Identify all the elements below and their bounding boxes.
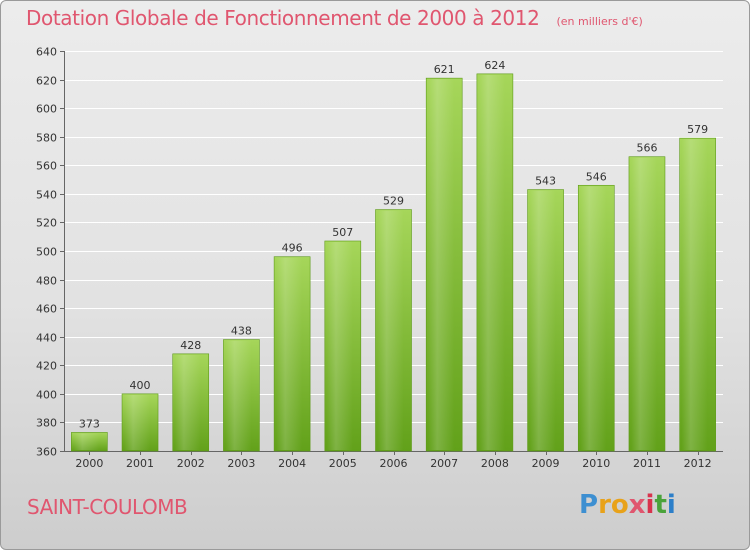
data-label-2006: 529 xyxy=(383,195,404,208)
bar-highlight xyxy=(529,190,556,451)
data-label-2007: 621 xyxy=(434,63,455,76)
bar-highlight xyxy=(681,139,708,450)
bar-highlight xyxy=(124,394,151,450)
data-label-2002: 428 xyxy=(180,339,201,352)
data-label-2010: 546 xyxy=(586,170,607,183)
logo-letter: t xyxy=(654,490,667,520)
chart-subtitle: (en milliers d'€) xyxy=(556,15,643,28)
y-tick-label: 580 xyxy=(36,132,57,145)
x-tick-label-2011: 2011 xyxy=(633,457,661,470)
x-tick-label-2005: 2005 xyxy=(329,457,357,470)
x-tick-label-2007: 2007 xyxy=(430,457,458,470)
bar-highlight xyxy=(630,157,657,450)
data-label-2009: 543 xyxy=(535,175,556,188)
axes xyxy=(60,51,723,455)
y-tick-label: 600 xyxy=(36,103,57,116)
bar-highlight xyxy=(73,433,100,450)
y-tick-label: 380 xyxy=(36,417,57,430)
y-tick-label: 560 xyxy=(36,160,57,173)
bar-highlight xyxy=(225,340,252,450)
logo-letter: i xyxy=(645,490,655,520)
y-axis-ticks: 360 380 400 420 440 460 480 500 520 540 560 580 600 6… xyxy=(36,46,57,459)
bar-highlight xyxy=(174,354,201,450)
data-label-2008: 624 xyxy=(484,59,505,72)
title-row: Dotation Globale de Fonctionnement de 20… xyxy=(26,6,643,30)
x-tick-label-2000: 2000 xyxy=(75,457,103,470)
logo-letter: P xyxy=(579,490,599,520)
x-tick-label-2003: 2003 xyxy=(227,457,255,470)
bar-highlight xyxy=(428,79,455,451)
data-label-2005: 507 xyxy=(332,226,353,239)
bar-highlight xyxy=(478,74,505,450)
bar-highlight xyxy=(377,210,404,450)
y-tick-label: 520 xyxy=(36,217,57,230)
x-tick-label-2012: 2012 xyxy=(684,457,712,470)
proxiti-logo: Proxiti xyxy=(579,490,676,520)
data-label-2000: 373 xyxy=(79,417,100,430)
data-label-2012: 579 xyxy=(687,123,708,136)
data-labels: 373 400 428 438 496 507 529 621 624 543 546 566 579 xyxy=(79,59,708,431)
chart-title: Dotation Globale de Fonctionnement de 20… xyxy=(26,6,540,30)
data-label-2003: 438 xyxy=(231,325,252,338)
x-tick-label-2002: 2002 xyxy=(177,457,205,470)
x-tick-label-2008: 2008 xyxy=(481,457,509,470)
x-tick-label-2010: 2010 xyxy=(582,457,610,470)
logo-letter: r xyxy=(598,490,611,520)
bar-highlight xyxy=(326,242,353,450)
y-tick-label: 640 xyxy=(36,46,57,59)
y-tick-label: 400 xyxy=(36,389,57,402)
bar-highlight xyxy=(276,257,303,450)
bars xyxy=(71,73,716,452)
logo-letter: x xyxy=(628,490,646,520)
x-tick-label-2001: 2001 xyxy=(126,457,154,470)
x-axis-ticks: 2000 2001 2002 2003 2004 2005 2006 2007 2008 2009… xyxy=(75,457,711,470)
x-tick-label-2009: 2009 xyxy=(532,457,560,470)
data-label-2001: 400 xyxy=(130,379,151,392)
y-tick-label: 440 xyxy=(36,332,57,345)
x-tick-label-2004: 2004 xyxy=(278,457,306,470)
y-tick-label: 540 xyxy=(36,189,57,202)
commune-name: SAINT-COULOMB xyxy=(27,495,188,519)
data-label-2004: 496 xyxy=(282,242,303,255)
y-tick-label: 460 xyxy=(36,303,57,316)
logo-letter: i xyxy=(666,490,676,520)
y-tick-label: 420 xyxy=(36,360,57,373)
data-label-2011: 566 xyxy=(636,142,657,155)
y-tick-label: 480 xyxy=(36,275,57,288)
y-tick-label: 500 xyxy=(36,246,57,259)
x-tick-label-2006: 2006 xyxy=(380,457,408,470)
y-tick-label: 620 xyxy=(36,75,57,88)
logo-letter: o xyxy=(610,490,629,520)
y-tick-label: 360 xyxy=(36,446,57,459)
bar-highlight xyxy=(580,186,607,451)
